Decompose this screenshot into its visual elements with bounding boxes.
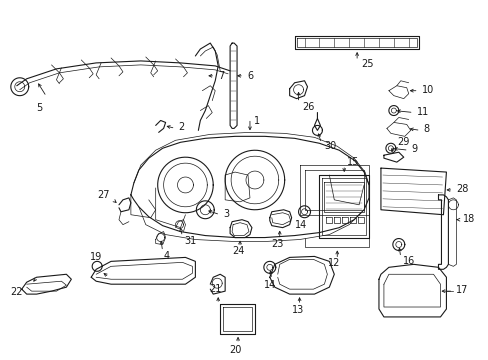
- Text: 2: 2: [178, 122, 184, 132]
- Text: 25: 25: [360, 59, 373, 69]
- Text: 19: 19: [90, 252, 102, 262]
- Text: 7: 7: [218, 71, 224, 81]
- Text: 8: 8: [423, 125, 429, 134]
- Text: 14: 14: [295, 220, 307, 230]
- Text: 22: 22: [11, 287, 23, 297]
- Text: 9: 9: [411, 144, 417, 154]
- Text: 3: 3: [223, 209, 229, 219]
- Text: 18: 18: [462, 214, 474, 224]
- Text: 14: 14: [263, 280, 275, 290]
- Text: 15: 15: [346, 157, 359, 167]
- Text: 24: 24: [231, 247, 244, 256]
- Text: 5: 5: [37, 103, 42, 113]
- Text: 29: 29: [396, 137, 408, 147]
- Text: 31: 31: [184, 235, 196, 246]
- Text: 12: 12: [327, 258, 340, 268]
- Text: 20: 20: [228, 345, 241, 355]
- Text: 27: 27: [97, 190, 109, 200]
- Text: 10: 10: [421, 85, 433, 95]
- Text: 13: 13: [291, 305, 303, 315]
- Text: 30: 30: [324, 141, 336, 151]
- Text: 1: 1: [253, 116, 260, 126]
- Text: 26: 26: [302, 102, 314, 112]
- Text: 4: 4: [163, 251, 169, 261]
- Text: 28: 28: [455, 184, 468, 194]
- Text: 11: 11: [416, 107, 428, 117]
- Text: 23: 23: [271, 239, 284, 248]
- Text: 16: 16: [402, 256, 414, 266]
- Text: 6: 6: [246, 71, 253, 81]
- Text: 21: 21: [208, 284, 221, 294]
- Text: 17: 17: [455, 285, 468, 295]
